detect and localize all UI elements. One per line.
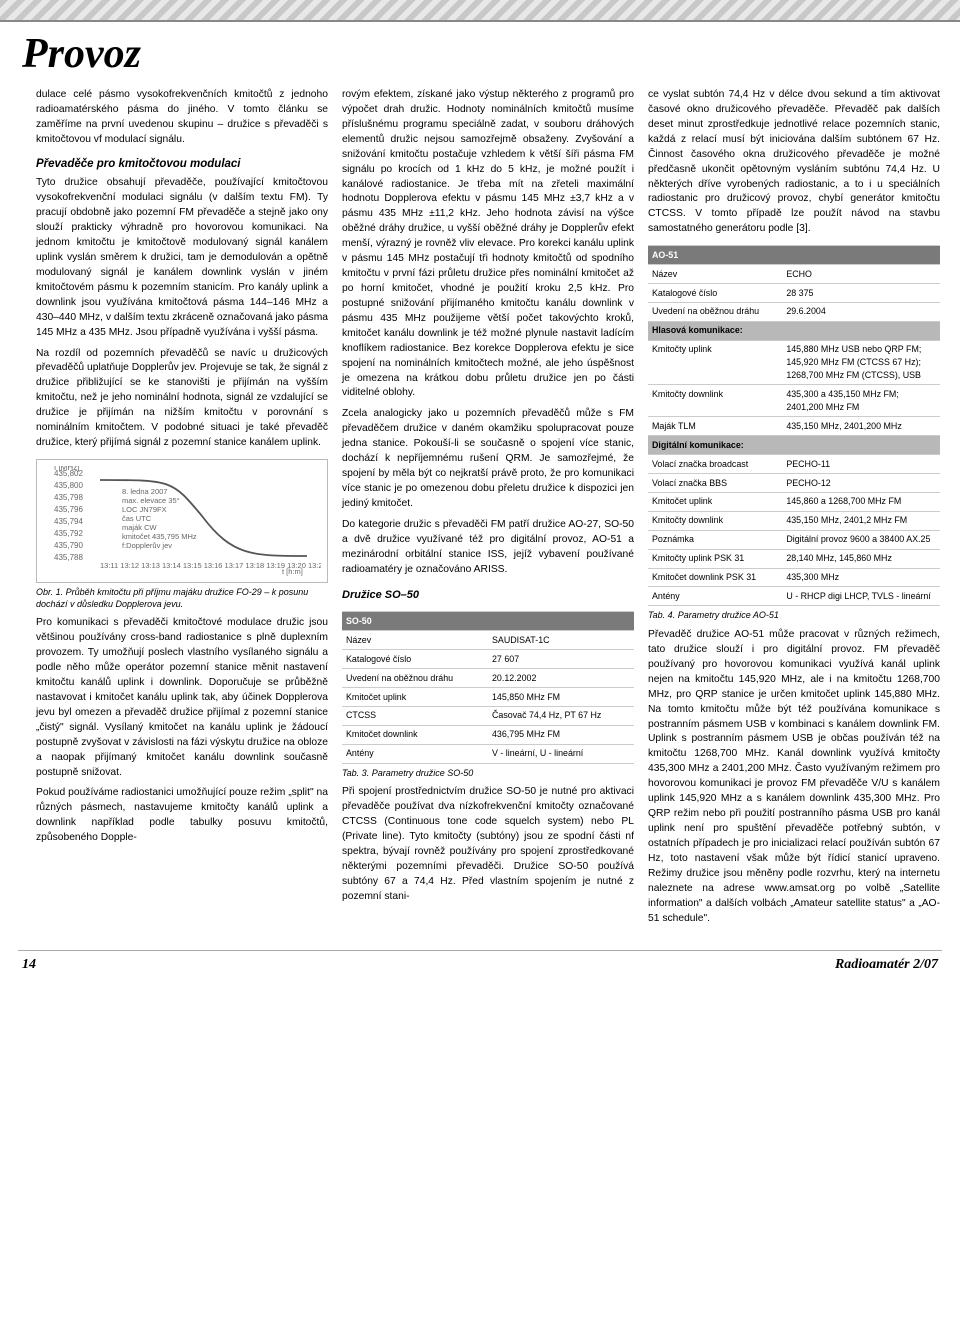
c3-p2: Převaděč družice AO-51 může pracovat v r… [648, 628, 940, 926]
svg-text:maják CW: maják CW [122, 523, 158, 532]
svg-text:f [MHz]: f [MHz] [54, 466, 79, 472]
svg-text:8. ledna 2007: 8. ledna 2007 [122, 487, 167, 496]
svg-text:435,796: 435,796 [54, 505, 83, 514]
c2-p3: Do kategorie družic s převaděči FM patří… [342, 518, 634, 578]
svg-text:max. elevace 35°: max. elevace 35° [122, 496, 180, 505]
table-ao51: AO-51 NázevECHO Katalogové číslo28 375 U… [648, 245, 940, 606]
c1-p3: Na rozdíl od pozemních převaděčů se naví… [36, 347, 328, 451]
table-so50: SO-50 NázevSAUDISAT-1C Katalogové číslo2… [342, 611, 634, 763]
c1-p2: Tyto družice obsahují převaděče, používa… [36, 176, 328, 340]
column-3: ce vyslat subtón 74,4 Hz v délce dvou se… [648, 88, 940, 932]
svg-text:LOC JN79FX: LOC JN79FX [122, 505, 167, 514]
tab3-caption: Tab. 3. Parametry družice SO-50 [342, 768, 634, 780]
svg-text:čas UTC: čas UTC [122, 514, 152, 523]
figure-1: 435,802 435,800 435,798 435,796 435,794 … [36, 459, 328, 583]
svg-text:t [h:m]: t [h:m] [282, 567, 303, 576]
c3-p1: ce vyslat subtón 74,4 Hz v délce dvou se… [648, 88, 940, 237]
c1-p5: Pokud používáme radiostanici umožňující … [36, 786, 328, 846]
side-tab-label: Provoz [0, 781, 6, 843]
page-footer: 14 Radioamatér 2/07 [18, 950, 942, 983]
c2-h2: Družice SO–50 [342, 588, 634, 604]
svg-text:435,794: 435,794 [54, 517, 83, 526]
doppler-chart: 435,802 435,800 435,798 435,796 435,794 … [43, 466, 321, 576]
publication-issue: Radioamatér 2/07 [835, 957, 938, 973]
svg-text:435,790: 435,790 [54, 541, 83, 550]
c2-p1: rovým efektem, získané jako výstup někte… [342, 88, 634, 401]
c2-p2: Zcela analogicky jako u pozemních převad… [342, 407, 634, 511]
c2-p4: Při spojení prostřednictvím družice SO-5… [342, 785, 634, 904]
column-2: rovým efektem, získané jako výstup někte… [342, 88, 634, 932]
fig1-caption: Obr. 1. Průběh kmitočtu při příjmu maják… [36, 587, 328, 610]
decorative-stripe [0, 0, 960, 22]
svg-text:435,800: 435,800 [54, 481, 83, 490]
page-number: 14 [22, 957, 36, 973]
c1-p4: Pro komunikaci s převaděči kmitočtové mo… [36, 616, 328, 780]
svg-text:435,788: 435,788 [54, 553, 83, 562]
svg-text:435,798: 435,798 [54, 493, 83, 502]
c1-p1: dulace celé pásmo vysokofrekvenčních kmi… [36, 88, 328, 148]
svg-text:f:Dopplerův jev: f:Dopplerův jev [122, 541, 172, 550]
c1-h1: Převaděče pro kmitočtovou modulaci [36, 156, 328, 173]
ao51-header: AO-51 [648, 246, 940, 265]
tab4-caption: Tab. 4. Parametry družice AO-51 [648, 610, 940, 622]
body-columns: dulace celé pásmo vysokofrekvenčních kmi… [0, 88, 960, 932]
svg-text:435,792: 435,792 [54, 529, 83, 538]
svg-text:kmitočet 435,795 MHz: kmitočet 435,795 MHz [122, 532, 197, 541]
so50-header: SO-50 [342, 612, 634, 631]
column-1: dulace celé pásmo vysokofrekvenčních kmi… [36, 88, 328, 932]
page-title: Provoz [0, 22, 960, 88]
